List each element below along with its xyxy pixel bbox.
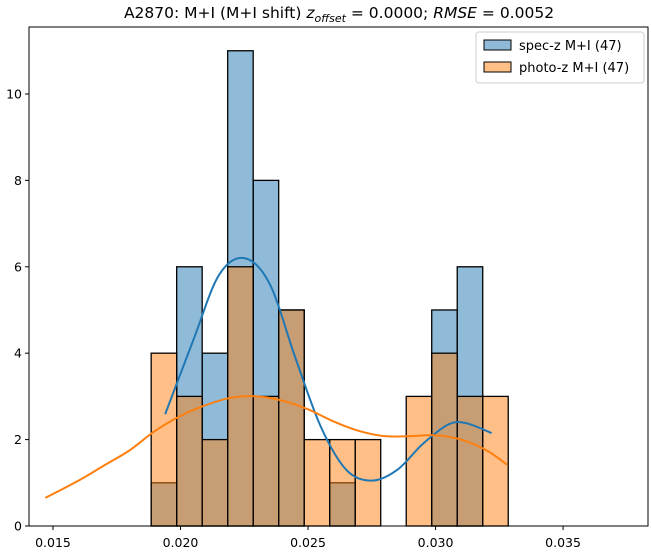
legend-swatch-photo — [483, 61, 512, 73]
x-axis: 0.015 0.020 0.025 0.030 0.035 — [35, 526, 581, 550]
kde-curves — [44, 256, 508, 499]
x-tick-label: 0.025 — [290, 535, 326, 550]
y-tick-label: 0 — [14, 519, 22, 534]
photo-z-bar — [252, 395, 280, 527]
x-tick-label: 0.030 — [418, 535, 454, 550]
plot-frame — [28, 26, 649, 527]
photo-z-bar — [201, 438, 229, 527]
legend-box — [475, 31, 645, 84]
photo-z-bar — [456, 395, 484, 527]
y-tick-label: 8 — [14, 173, 22, 188]
photo-z-bar — [482, 395, 509, 527]
x-tick-label: 0.020 — [163, 535, 199, 550]
y-axis: 0 2 4 6 8 10 — [6, 86, 29, 534]
legend-swatch-spec — [483, 39, 512, 51]
legend-label-spec: spec-z M+I (47) — [519, 39, 622, 54]
y-tick-label: 2 — [14, 432, 22, 447]
legend: spec-z M+I (47) photo-z M+I (47) — [475, 31, 645, 84]
photo-z-bar — [150, 352, 178, 527]
photo-z-bar — [354, 438, 382, 527]
x-tick-label: 0.015 — [35, 535, 71, 550]
legend-label-photo: photo-z M+I (47) — [519, 61, 629, 76]
y-tick-label: 10 — [6, 86, 22, 101]
chart-title: A2870: M+I (M+I shift) zoffset = 0.0000;… — [124, 4, 554, 25]
x-tick-label: 0.035 — [545, 535, 581, 550]
photo-z-bar — [176, 395, 203, 527]
photo-z-bar — [303, 438, 331, 527]
y-tick-label: 6 — [14, 259, 22, 274]
spec-z-kde-line — [164, 256, 493, 482]
photo-z-bar — [278, 309, 305, 527]
y-tick-label: 4 — [14, 346, 22, 361]
photo-z-kde-line — [44, 395, 508, 499]
photo-z-bar — [405, 395, 433, 527]
photo-z-bar — [431, 352, 458, 527]
